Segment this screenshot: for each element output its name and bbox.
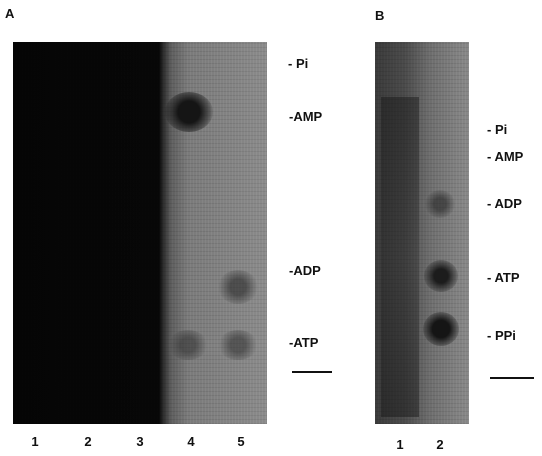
lane-b-1: 1 xyxy=(396,437,404,452)
gel-texture xyxy=(375,42,469,424)
lane-a-3: 3 xyxy=(136,434,144,449)
marker-b-adp: - ADP xyxy=(487,196,522,211)
gel-texture xyxy=(13,42,267,424)
spot-atp-lane-4 xyxy=(168,330,208,360)
spot-atp-lane-5 xyxy=(218,330,258,360)
marker-a-adp: -ADP xyxy=(289,263,321,278)
marker-a-pi: - Pi xyxy=(288,56,309,71)
marker-b-atp: - ATP xyxy=(487,270,520,285)
marker-b-amp: - AMP xyxy=(487,149,524,164)
spot-adp-lane-5 xyxy=(218,270,258,304)
spot-atp-lane-2 xyxy=(424,260,458,292)
marker-a-amp: -AMP xyxy=(289,109,323,124)
origin-line-a xyxy=(292,371,332,373)
lane-a-4: 4 xyxy=(187,434,195,449)
lane-1-smear xyxy=(381,97,419,417)
spot-adp-lane-2 xyxy=(425,190,455,218)
spot-amp-lane-4 xyxy=(165,92,213,132)
lane-a-1: 1 xyxy=(31,434,39,449)
lane-a-5: 5 xyxy=(237,434,245,449)
lane-a-2: 2 xyxy=(84,434,92,449)
panel-b-label: B xyxy=(375,8,385,23)
panel-a-label: A xyxy=(5,6,15,21)
marker-b-ppi: - PPi xyxy=(487,328,516,343)
gel-image-panel-b xyxy=(375,42,469,424)
gel-image-panel-a xyxy=(13,42,267,424)
marker-b-pi: - Pi xyxy=(487,122,508,137)
marker-a-atp: -ATP xyxy=(289,335,319,350)
lane-b-2: 2 xyxy=(436,437,444,452)
origin-line-b xyxy=(490,377,534,379)
spot-ppi-lane-2 xyxy=(423,312,459,346)
